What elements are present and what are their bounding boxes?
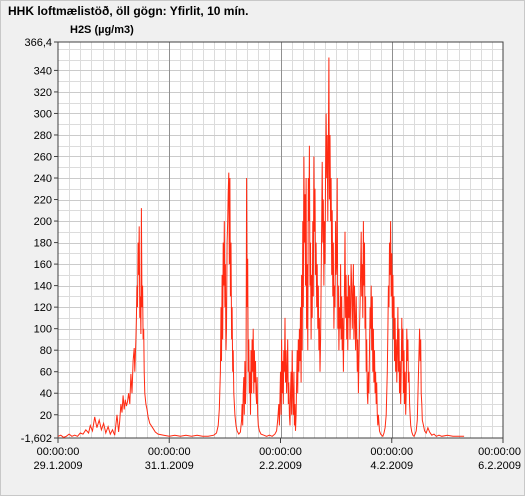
x-tick-time: 00:00:00 bbox=[259, 446, 302, 458]
y-tick-label: -1,602 bbox=[21, 433, 52, 445]
x-axis: 00:00:00 29.1.2009 00:00:00 31.1.2009 00:00:… bbox=[34, 438, 521, 472]
x-tick-date: 2.2.2009 bbox=[259, 460, 302, 472]
y-tick-label: 120 bbox=[34, 302, 52, 314]
y-axis-label: H2S (µg/m3) bbox=[70, 24, 134, 36]
y-tick-label: 60 bbox=[40, 367, 52, 379]
x-tick-time: 00:00:00 bbox=[148, 446, 191, 458]
series-line bbox=[57, 57, 465, 438]
x-tick-date: 29.1.2009 bbox=[34, 460, 83, 472]
y-tick-label: 220 bbox=[34, 195, 52, 207]
y-tick-label: 200 bbox=[34, 216, 52, 228]
y-tick-label: 320 bbox=[34, 87, 52, 99]
x-tick-date: 6.2.2009 bbox=[478, 460, 521, 472]
y-tick-label: 160 bbox=[34, 259, 52, 271]
y-tick-label: 20 bbox=[40, 410, 52, 422]
x-tick-time: 00:00:00 bbox=[37, 446, 80, 458]
y-tick-label: 80 bbox=[40, 345, 52, 357]
x-tick-date: 4.2.2009 bbox=[370, 460, 413, 472]
y-tick-label: 260 bbox=[34, 151, 52, 163]
chart-title: HHK loftmælistöð, öll gögn: Yfirlit, 10 … bbox=[8, 4, 249, 18]
y-tick-label: 40 bbox=[40, 388, 52, 400]
y-axis: -1,602 20 40 60 80 100 120 140 160 180 200 220 240 26… bbox=[21, 37, 58, 445]
y-tick-label: 340 bbox=[34, 65, 52, 77]
y-tick-label: 300 bbox=[34, 108, 52, 120]
y-tick-label: 100 bbox=[34, 324, 52, 336]
x-tick-date: 31.1.2009 bbox=[145, 460, 194, 472]
y-tick-label: 180 bbox=[34, 238, 52, 250]
y-tick-label: 140 bbox=[34, 281, 52, 293]
x-tick-time: 00:00:00 bbox=[478, 446, 521, 458]
y-tick-label: 280 bbox=[34, 130, 52, 142]
y-tick-label: 366,4 bbox=[24, 37, 52, 49]
grid-major bbox=[58, 42, 503, 438]
x-tick-time: 00:00:00 bbox=[370, 446, 413, 458]
y-tick-label: 240 bbox=[34, 173, 52, 185]
